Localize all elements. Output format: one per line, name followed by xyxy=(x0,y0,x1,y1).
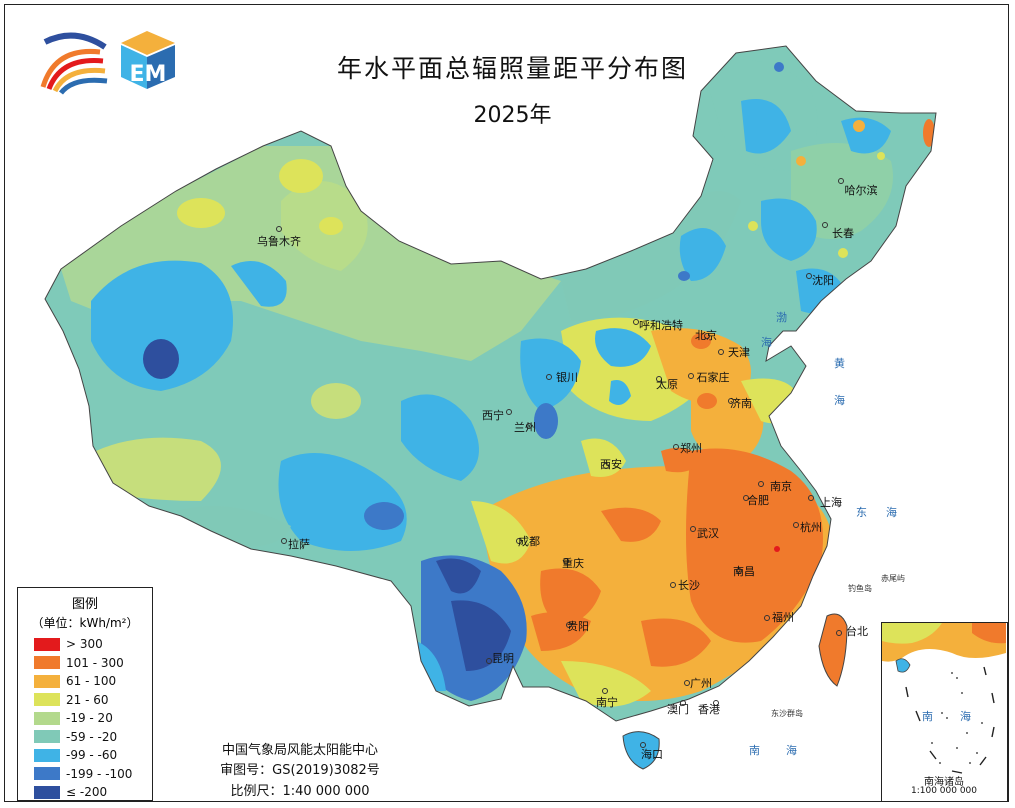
legend-swatch xyxy=(34,674,60,688)
city-label: 南昌 xyxy=(733,565,755,578)
legend-label: ≤ -200 xyxy=(66,785,108,800)
city-label: 长春 xyxy=(832,227,854,240)
city-label: 成都 xyxy=(518,535,540,548)
city-label: 澳门 xyxy=(667,702,689,716)
sea-label: 海 xyxy=(834,393,845,407)
city-label: 武汉 xyxy=(697,527,719,540)
city-label: 香港 xyxy=(698,703,720,716)
city-label: 广州 xyxy=(690,677,712,690)
city-label: 合肥 xyxy=(747,493,769,507)
city-label: 石家庄 xyxy=(697,370,730,384)
sea-label: 东 xyxy=(856,506,867,519)
map-frame: 乌鲁木齐 哈尔滨 长春 沈阳 呼和浩特 北京 天津 银川 太原 石家庄 济南 西… xyxy=(4,4,1009,802)
city-markers xyxy=(276,178,844,748)
city-label: 杭州 xyxy=(800,520,822,534)
legend-swatch xyxy=(34,785,60,799)
legend-swatch xyxy=(34,693,60,707)
map-canvas: 乌鲁木齐 哈尔滨 长春 沈阳 呼和浩特 北京 天津 银川 太原 石家庄 济南 西… xyxy=(5,5,1008,801)
city-label: 西宁 xyxy=(482,408,504,422)
hainan-island xyxy=(622,731,660,770)
city-label: 昆明 xyxy=(492,652,514,665)
sea-labels: 渤 海 黄 海 东 海 南 海 xyxy=(749,311,897,757)
sun-logo-icon xyxy=(40,32,108,95)
credit-approval-number: 审图号：GS(2019)3082号 xyxy=(220,763,380,778)
island-label: 赤尾屿 xyxy=(881,574,905,583)
legend-item: 61 - 100 xyxy=(18,672,152,691)
inset-sea-label: 海 xyxy=(960,709,971,723)
city-label: 乌鲁木齐 xyxy=(257,234,301,248)
legend-unit: （单位：kWh/m²） xyxy=(31,616,139,630)
city-label: 海口 xyxy=(641,747,663,761)
legend-title: 图例 xyxy=(71,597,98,612)
city-label: 上海 xyxy=(820,495,842,509)
legend-item: 101 - 300 xyxy=(18,654,152,673)
sea-label: 海 xyxy=(886,505,897,519)
legend-item: > 300 xyxy=(18,635,152,654)
city-label: 拉萨 xyxy=(288,537,310,551)
city-label: 郑州 xyxy=(680,441,702,455)
city-label: 福州 xyxy=(772,610,794,624)
city-label: 南宁 xyxy=(596,695,618,709)
legend-swatch xyxy=(34,711,60,725)
sea-label: 渤 xyxy=(776,311,787,324)
legend-item: -199 - -100 xyxy=(18,765,152,784)
legend: 图例 （单位：kWh/m²） > 300 101 - 300 61 - 100 21 … xyxy=(17,587,153,801)
city-label: 哈尔滨 xyxy=(845,183,878,197)
legend-swatch xyxy=(34,637,60,651)
taiwan-island xyxy=(818,613,848,687)
sea-label: 黄 xyxy=(834,356,845,370)
inset-title: 南海诸岛 xyxy=(924,777,964,788)
em-logo-icon: EM xyxy=(121,31,175,89)
legend-label: 21 - 60 xyxy=(66,692,109,707)
legend-label: -199 - -100 xyxy=(66,766,133,781)
city-label: 呼和浩特 xyxy=(639,318,683,332)
sea-label: 海 xyxy=(761,335,772,349)
inset-sea-label: 南 xyxy=(922,710,933,723)
city-labels: 乌鲁木齐 哈尔滨 长春 沈阳 呼和浩特 北京 天津 银川 太原 石家庄 济南 西… xyxy=(257,183,878,761)
legend-swatch xyxy=(34,656,60,670)
credit-organization: 中国气象局风能太阳能中心 xyxy=(221,743,378,758)
island-label: 钓鱼岛 xyxy=(848,583,872,593)
legend-item: -19 - 20 xyxy=(18,709,152,728)
city-label: 银川 xyxy=(556,370,578,384)
legend-swatch xyxy=(34,748,60,762)
city-label: 贵阳 xyxy=(567,620,589,633)
city-label: 沈阳 xyxy=(812,273,834,287)
legend-swatch xyxy=(34,767,60,781)
legend-item: 21 - 60 xyxy=(18,691,152,710)
city-label: 太原 xyxy=(656,378,678,391)
city-label: 兰州 xyxy=(514,421,536,434)
logo: EM xyxy=(35,27,185,101)
legend-label: 101 - 300 xyxy=(66,655,124,670)
city-label: 西安 xyxy=(600,457,622,471)
legend-item: -59 - -20 xyxy=(18,728,152,747)
legend-label: -59 - -20 xyxy=(66,729,118,744)
island-labels: 钓鱼岛 赤尾屿 东沙群岛 xyxy=(771,574,905,718)
city-label: 长沙 xyxy=(678,579,700,592)
city-label: 天津 xyxy=(728,346,750,359)
legend-swatch xyxy=(34,730,60,744)
city-label: 北京 xyxy=(695,328,717,342)
city-label: 南京 xyxy=(770,479,792,493)
legend-label: > 300 xyxy=(66,637,103,652)
island-label: 东沙群岛 xyxy=(771,708,803,718)
sea-label: 海 xyxy=(786,743,797,757)
south-china-sea-inset: 南 海 南海诸岛 1:100 000 000 xyxy=(881,622,1008,801)
legend-label: 61 - 100 xyxy=(66,674,117,689)
logo-text: EM xyxy=(130,62,167,87)
legend-label: -19 - 20 xyxy=(66,711,113,726)
legend-item: ≤ -200 xyxy=(18,783,152,801)
sea-label: 南 xyxy=(749,744,760,757)
credit-scale: 比例尺：1:40 000 000 xyxy=(230,784,370,799)
map-title: 年水平面总辐照量距平分布图 xyxy=(336,54,688,83)
china-landmass xyxy=(44,45,937,722)
map-year: 2025年 xyxy=(473,103,552,128)
legend-item: -99 - -60 xyxy=(18,746,152,765)
city-label: 台北 xyxy=(846,624,868,638)
city-label: 济南 xyxy=(730,396,752,410)
city-label: 重庆 xyxy=(562,556,584,570)
legend-label: -99 - -60 xyxy=(66,748,118,763)
inset-scale: 1:100 000 000 xyxy=(910,786,977,796)
